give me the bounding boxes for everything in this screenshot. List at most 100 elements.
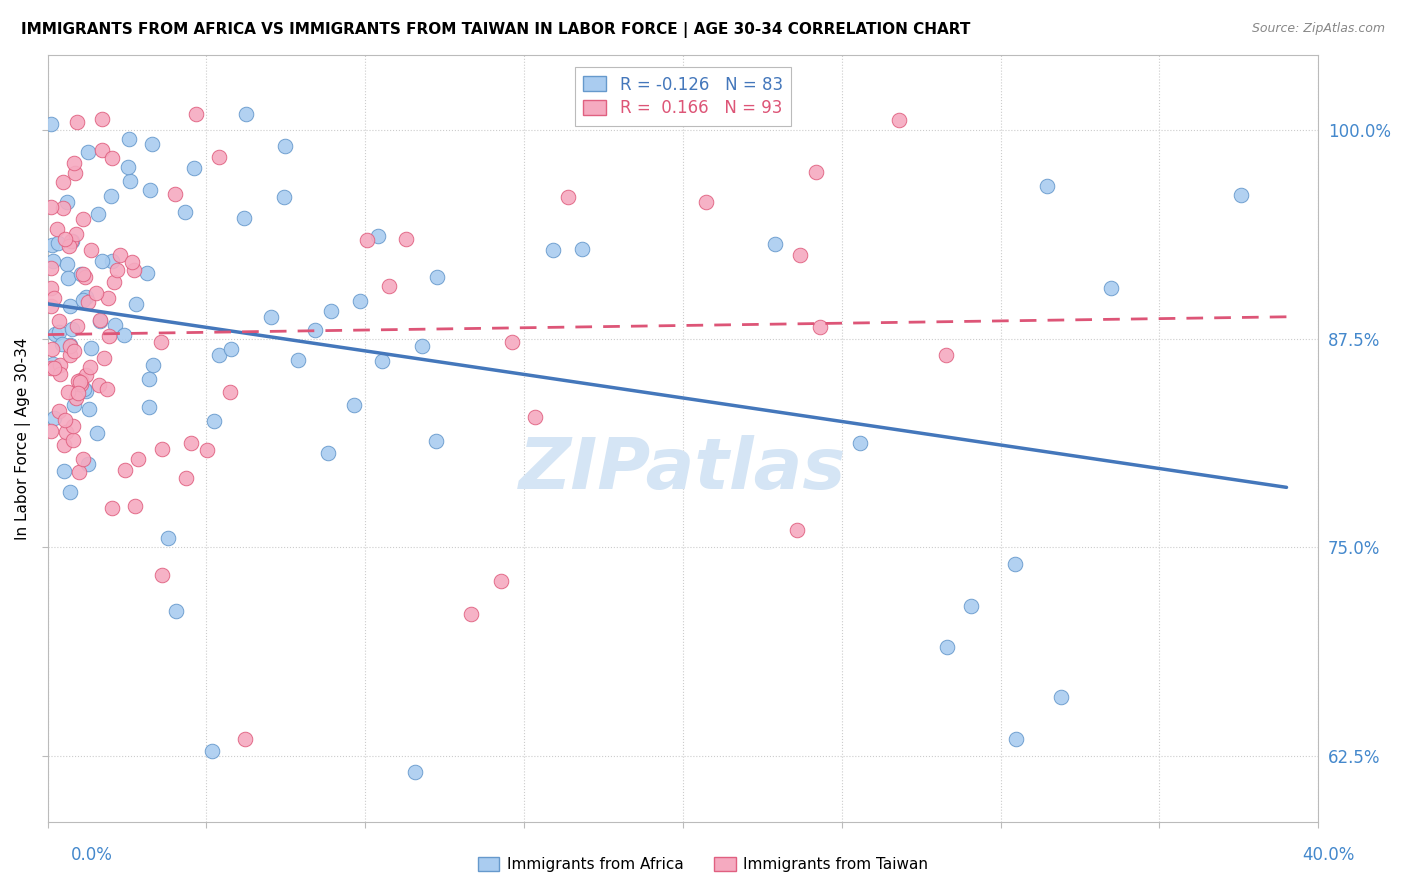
Point [69, 377, 91, 392]
Point [59, 337, 82, 351]
Point [72, 267, 94, 281]
Point [67, 386, 90, 401]
Point [425, 434, 447, 448]
Point [367, 228, 389, 243]
Text: Source: ZipAtlas.com: Source: ZipAtlas.com [1251, 22, 1385, 36]
Point [55, 257, 77, 271]
Point [104, 318, 127, 333]
Point [93, 351, 115, 365]
Point [72, 293, 94, 307]
Text: IMMIGRANTS FROM AFRICA VS IMMIGRANTS FROM TAIWAN IN LABOR FORCE | AGE 30-34 CORR: IMMIGRANTS FROM AFRICA VS IMMIGRANTS FRO… [21, 22, 970, 38]
Point [149, 334, 172, 349]
Point [121, 255, 143, 269]
Point [273, 139, 295, 153]
Point [48, 314, 70, 328]
Point [273, 190, 295, 204]
Point [936, 640, 959, 655]
Point [49, 367, 72, 381]
Point [1230, 188, 1253, 202]
Point [75, 290, 97, 304]
Point [48, 325, 70, 339]
Point [349, 293, 371, 308]
Point [208, 348, 231, 362]
Point [66, 115, 89, 129]
Point [53, 232, 76, 246]
Point [195, 443, 218, 458]
Point [77, 145, 100, 159]
Point [180, 435, 202, 450]
Point [90, 112, 112, 126]
Point [80, 342, 103, 356]
Point [58, 238, 80, 252]
Point [44, 291, 66, 305]
Point [41, 361, 63, 376]
Point [87, 207, 110, 221]
Point [63, 155, 86, 169]
Point [51, 201, 73, 215]
Point [1099, 281, 1122, 295]
Point [808, 319, 831, 334]
Point [66, 374, 89, 388]
Point [201, 744, 224, 758]
Point [80, 244, 103, 258]
Legend: R = -0.126   N = 83, R =  0.166   N = 93: R = -0.126 N = 83, R = 0.166 N = 93 [575, 67, 792, 126]
Point [107, 263, 129, 277]
Point [41, 343, 63, 357]
Point [118, 132, 141, 146]
Point [235, 106, 257, 120]
Point [60, 321, 83, 335]
Point [69, 376, 91, 390]
Y-axis label: In Labor Force | Age 30-34: In Labor Force | Age 30-34 [15, 337, 31, 540]
Point [695, 194, 717, 209]
Point [1005, 731, 1028, 746]
Point [44, 411, 66, 425]
Point [395, 232, 418, 246]
Point [287, 352, 309, 367]
Point [41, 238, 63, 252]
Point [72, 452, 94, 467]
Point [173, 205, 195, 219]
Point [62, 234, 84, 248]
Point [959, 599, 981, 613]
Text: 40.0%: 40.0% [1302, 846, 1355, 863]
Point [319, 304, 342, 318]
Point [221, 342, 243, 356]
Point [157, 531, 180, 545]
Point [100, 189, 122, 203]
Point [557, 190, 579, 204]
Point [59, 348, 82, 362]
Point [77, 294, 100, 309]
Point [48, 403, 70, 417]
Point [62, 433, 84, 447]
Point [218, 385, 240, 400]
Point [96, 382, 118, 396]
Point [304, 323, 326, 337]
Point [202, 414, 225, 428]
Point [208, 150, 231, 164]
Point [138, 372, 160, 386]
Point [39, 260, 62, 275]
Point [89, 313, 111, 327]
Point [39, 280, 62, 294]
Point [97, 328, 120, 343]
Point [42, 357, 65, 371]
Point [65, 227, 87, 241]
Point [55, 425, 77, 439]
Point [53, 465, 76, 479]
Point [69, 373, 91, 387]
Point [165, 187, 187, 202]
Point [52, 175, 75, 189]
Point [378, 278, 401, 293]
Point [806, 165, 828, 179]
Point [67, 465, 90, 479]
Point [260, 310, 283, 325]
Point [101, 151, 124, 165]
Point [571, 242, 593, 256]
Point [49, 358, 72, 372]
Point [136, 266, 159, 280]
Point [84, 285, 107, 300]
Point [789, 248, 811, 262]
Point [73, 382, 96, 396]
Point [63, 344, 86, 359]
Point [117, 161, 139, 175]
